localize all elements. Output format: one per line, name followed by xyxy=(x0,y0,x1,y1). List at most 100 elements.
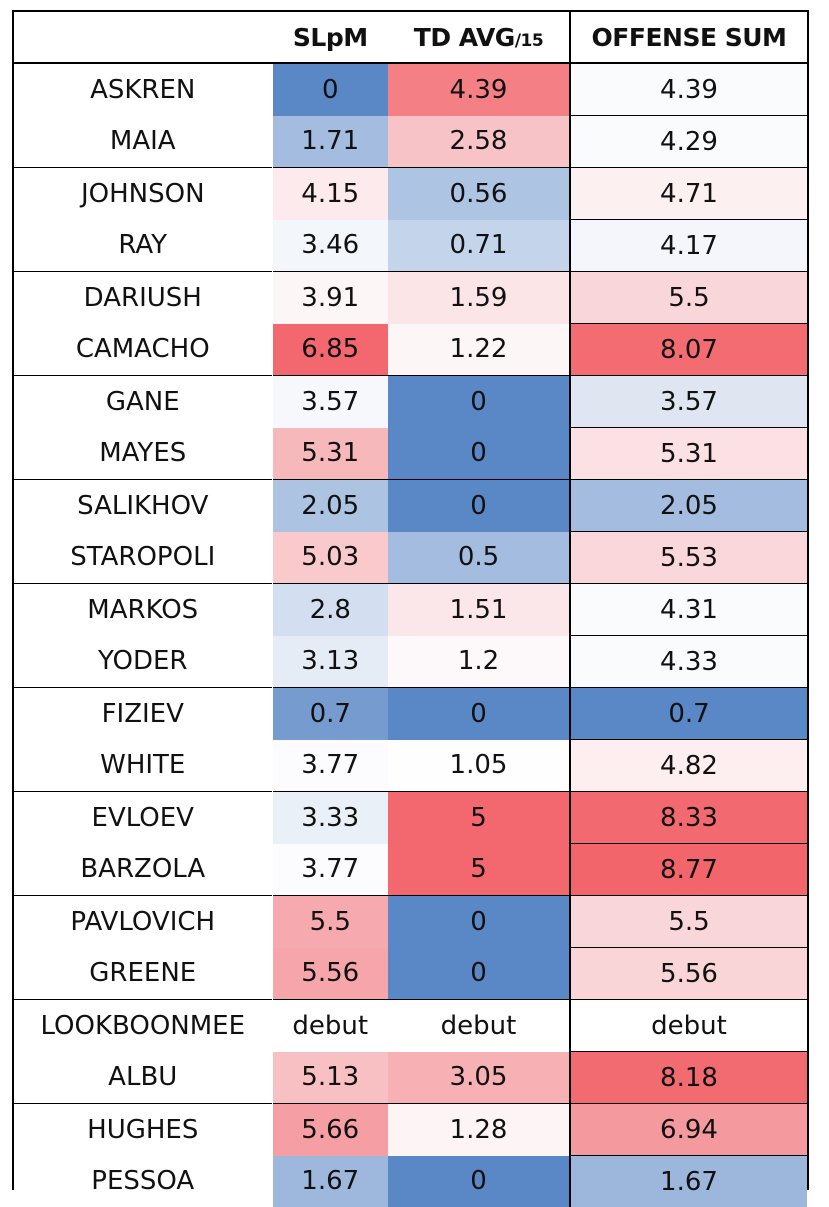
slpm-cell: 5.5 xyxy=(272,896,388,948)
td-avg-cell: 1.51 xyxy=(388,584,570,636)
offense-sum-cell: 0.7 xyxy=(570,688,807,740)
header-td-main: TD AVG xyxy=(414,23,515,52)
offense-sum-cell: 4.82 xyxy=(570,740,807,792)
td-avg-cell: 5 xyxy=(388,792,570,844)
td-avg-cell: 1.22 xyxy=(388,324,570,376)
slpm-cell: 4.15 xyxy=(272,168,388,220)
header-row: SLpM TD AVG/15 OFFENSE SUM xyxy=(14,12,807,63)
offense-sum-cell: 4.17 xyxy=(570,220,807,272)
td-avg-cell: 0 xyxy=(388,480,570,532)
offense-sum-cell: 8.18 xyxy=(570,1052,807,1104)
slpm-cell: 1.71 xyxy=(272,116,388,168)
offense-sum-cell: 4.31 xyxy=(570,584,807,636)
slpm-cell: 3.57 xyxy=(272,376,388,428)
slpm-cell: 5.31 xyxy=(272,428,388,480)
td-avg-cell: 1.05 xyxy=(388,740,570,792)
fighter-name: STAROPOLI xyxy=(14,532,272,584)
fighter-name: FIZIEV xyxy=(14,688,272,740)
offense-sum-cell: 5.31 xyxy=(570,428,807,480)
fighter-name: YODER xyxy=(14,636,272,688)
fighter-name: SALIKHOV xyxy=(14,480,272,532)
offense-sum-cell: 2.05 xyxy=(570,480,807,532)
td-avg-cell: 0 xyxy=(388,948,570,1000)
slpm-cell: 0.7 xyxy=(272,688,388,740)
td-avg-cell: debut xyxy=(388,1000,570,1052)
td-avg-cell: 0.5 xyxy=(388,532,570,584)
fighter-name: PESSOA xyxy=(14,1156,272,1207)
td-avg-cell: 1.59 xyxy=(388,272,570,324)
slpm-cell: debut xyxy=(272,1000,388,1052)
fighter-name: PAVLOVICH xyxy=(14,896,272,948)
offense-sum-cell: 4.71 xyxy=(570,168,807,220)
offense-sum-cell: 5.5 xyxy=(570,272,807,324)
slpm-cell: 3.77 xyxy=(272,740,388,792)
fighter-name: GANE xyxy=(14,376,272,428)
fighter-name: LOOKBOONMEE xyxy=(14,1000,272,1052)
offense-sum-cell: 3.57 xyxy=(570,376,807,428)
offense-sum-cell: 4.33 xyxy=(570,636,807,688)
header-slpm: SLpM xyxy=(272,12,388,63)
td-avg-cell: 2.58 xyxy=(388,116,570,168)
td-avg-cell: 1.2 xyxy=(388,636,570,688)
td-avg-cell: 0 xyxy=(388,688,570,740)
slpm-cell: 5.03 xyxy=(272,532,388,584)
fighter-name: EVLOEV xyxy=(14,792,272,844)
td-avg-cell: 0 xyxy=(388,896,570,948)
slpm-cell: 2.05 xyxy=(272,480,388,532)
td-avg-cell: 3.05 xyxy=(388,1052,570,1104)
td-avg-cell: 1.28 xyxy=(388,1104,570,1156)
fighter-name: WHITE xyxy=(14,740,272,792)
slpm-cell: 0 xyxy=(272,63,388,116)
header-name xyxy=(14,12,272,63)
header-td-suffix: /15 xyxy=(515,31,543,51)
slpm-cell: 3.46 xyxy=(272,220,388,272)
header-td-avg: TD AVG/15 xyxy=(388,12,570,63)
td-avg-cell: 0 xyxy=(388,1156,570,1207)
offense-sum-cell: debut xyxy=(570,1000,807,1052)
offense-sum-cell: 5.5 xyxy=(570,896,807,948)
offense-sum-cell: 5.53 xyxy=(570,532,807,584)
offense-sum-cell: 5.56 xyxy=(570,948,807,1000)
td-avg-cell: 0.71 xyxy=(388,220,570,272)
td-avg-cell: 0.56 xyxy=(388,168,570,220)
fighter-name: BARZOLA xyxy=(14,844,272,896)
td-avg-cell: 0 xyxy=(388,376,570,428)
slpm-cell: 2.8 xyxy=(272,584,388,636)
slpm-cell: 1.67 xyxy=(272,1156,388,1207)
slpm-cell: 5.66 xyxy=(272,1104,388,1156)
fighter-name: CAMACHO xyxy=(14,324,272,376)
fighter-name: RAY xyxy=(14,220,272,272)
offense-sum-cell: 8.33 xyxy=(570,792,807,844)
offense-sum-cell: 8.07 xyxy=(570,324,807,376)
slpm-cell: 3.77 xyxy=(272,844,388,896)
offense-sum-cell: 4.39 xyxy=(570,63,807,116)
td-avg-cell: 5 xyxy=(388,844,570,896)
slpm-cell: 5.13 xyxy=(272,1052,388,1104)
fighter-name: JOHNSON xyxy=(14,168,272,220)
offense-sum-cell: 4.29 xyxy=(570,116,807,168)
slpm-cell: 5.56 xyxy=(272,948,388,1000)
header-offense-sum: OFFENSE SUM xyxy=(570,12,807,63)
